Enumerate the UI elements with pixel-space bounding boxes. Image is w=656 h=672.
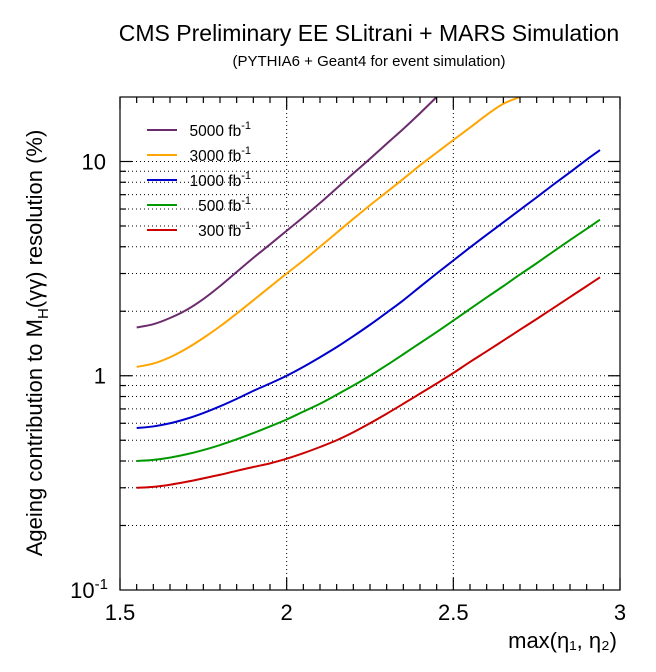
x-axis-label: max(η₁, η₂)	[508, 628, 617, 653]
legend-unit-exponent: -1	[241, 170, 251, 182]
y-axis-label-prefix: Ageing contribution to M	[22, 319, 47, 556]
y-tick-label-exponent: -1	[95, 576, 108, 593]
legend-unit: fb	[228, 173, 241, 190]
x-tick-label: 3	[614, 600, 626, 625]
y-tick-label: 10-1	[70, 576, 108, 603]
legend-label: 500 fb-1	[198, 195, 251, 215]
legend-unit-exponent: -1	[241, 145, 251, 157]
series-line-5000	[136, 97, 438, 329]
legend-unit: fb	[228, 198, 241, 215]
chart-subtitle: (PYTHIA6 + Geant4 for event simulation)	[232, 53, 505, 70]
y-tick-label: 10	[82, 149, 106, 174]
series-layer	[136, 97, 601, 489]
legend-unit: fb	[228, 123, 241, 140]
legend-unit: fb	[228, 148, 241, 165]
legend-value: 1000	[189, 173, 228, 190]
legend-value: 3000	[189, 148, 228, 165]
series-line-300	[136, 276, 601, 489]
legend-unit: fb	[228, 223, 241, 240]
legend-label: 300 fb-1	[198, 220, 251, 240]
legend-value: 5000	[189, 123, 228, 140]
y-tick-label-base: 10	[70, 578, 94, 603]
legend-label: 1000 fb-1	[189, 170, 251, 190]
series-line-3000	[136, 97, 521, 368]
chart-title: CMS Preliminary EE SLitrani + MARS Simul…	[119, 20, 619, 46]
series-line-1000	[136, 149, 601, 430]
y-axis-label-suffix: (γγ) resolution (%)	[22, 130, 47, 308]
x-tick-label: 2	[281, 600, 293, 625]
x-tick-label: 2.5	[438, 600, 469, 625]
grid	[120, 97, 620, 590]
legend-label: 5000 fb-1	[189, 120, 251, 140]
legend-unit-exponent: -1	[241, 195, 251, 207]
legend-value: 300	[198, 223, 228, 240]
y-axis-label-sub: H	[35, 308, 52, 319]
legend-unit-exponent: -1	[241, 220, 251, 232]
legend-label: 3000 fb-1	[189, 145, 251, 165]
legend-value: 500	[198, 198, 228, 215]
x-tick-label: 1.5	[105, 600, 136, 625]
series-line-500	[136, 218, 601, 463]
y-tick-label: 1	[94, 364, 106, 389]
legend-unit-exponent: -1	[241, 120, 251, 132]
y-axis-label: Ageing contribution to MH(γγ) resolution…	[22, 130, 52, 557]
ticks	[119, 97, 621, 590]
